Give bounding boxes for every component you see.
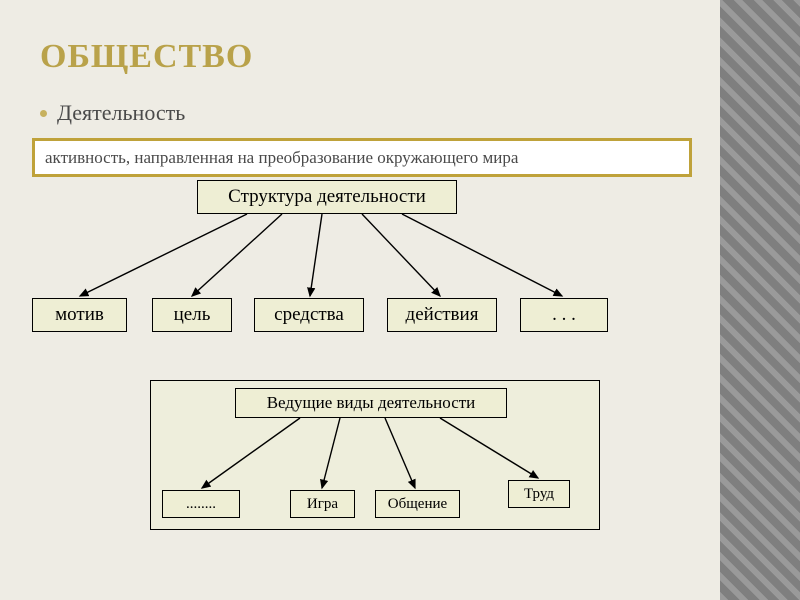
bullet-icon: [40, 110, 47, 117]
bullet-row: Деятельность: [40, 100, 185, 126]
diagram1-child-1: цель: [152, 298, 232, 332]
side-stripe: [720, 0, 800, 600]
diagram2-root: Ведущие виды деятельности: [235, 388, 507, 418]
slide-title: ОБЩЕСТВО: [40, 38, 253, 76]
definition-box: активность, направленная на преобразован…: [32, 138, 692, 177]
diagram2-child-3: Труд: [508, 480, 570, 508]
diagram1-child-4: . . .: [520, 298, 608, 332]
diagram2-child-1: Игра: [290, 490, 355, 518]
diagram-types: Ведущие виды деятельности........ Игра Общ…: [150, 380, 600, 530]
content-area: ОБЩЕСТВО Деятельность активность, направ…: [0, 0, 720, 600]
diagram1-child-2: средства: [254, 298, 364, 332]
diagram2-child-0: ........: [162, 490, 240, 518]
diagram-structure: Структура деятельности мотив цель средства д…: [32, 180, 612, 350]
slide: ОБЩЕСТВО Деятельность активность, направ…: [0, 0, 800, 600]
diagram2-child-2: Общение: [375, 490, 460, 518]
bullet-text: Деятельность: [57, 100, 185, 126]
diagram1-child-3: действия: [387, 298, 497, 332]
diagram1-root: Структура деятельности: [197, 180, 457, 214]
diagram1-child-0: мотив: [32, 298, 127, 332]
